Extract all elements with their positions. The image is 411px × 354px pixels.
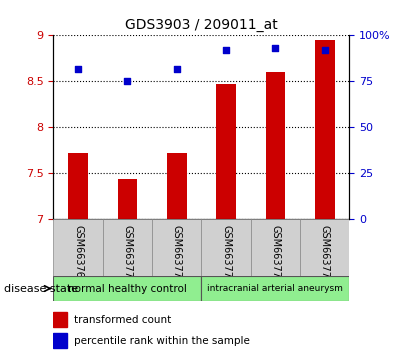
Bar (68, 153, 88, 219)
Text: GSM663769: GSM663769 (73, 225, 83, 284)
Bar (201, 276, 349, 301)
Bar (53, 312, 67, 327)
Bar (315, 40, 335, 219)
Point (75, 66, 81, 72)
Title: GDS3903 / 209011_at: GDS3903 / 209011_at (125, 18, 278, 32)
Text: percentile rank within the sample: percentile rank within the sample (74, 336, 250, 346)
Bar (103, 219, 152, 276)
Text: intracranial arterial aneurysm: intracranial arterial aneurysm (208, 284, 343, 293)
Text: normal healthy control: normal healthy control (68, 284, 187, 293)
Bar (53, 276, 201, 301)
Point (173, 66, 180, 72)
Text: GSM663771: GSM663771 (172, 225, 182, 284)
Text: GSM663770: GSM663770 (122, 225, 132, 284)
Point (124, 79, 131, 84)
Bar (251, 219, 300, 276)
Bar (300, 219, 349, 276)
Bar (53, 333, 67, 348)
Text: GSM663772: GSM663772 (221, 225, 231, 284)
Text: transformed count: transformed count (74, 315, 172, 325)
Point (272, 45, 279, 51)
Bar (152, 219, 201, 276)
Bar (266, 72, 285, 219)
Point (223, 47, 229, 53)
Text: disease state: disease state (4, 284, 78, 293)
Bar (216, 84, 236, 219)
Text: GSM663774: GSM663774 (320, 225, 330, 284)
Point (321, 47, 328, 53)
Bar (201, 219, 251, 276)
Bar (53, 219, 103, 276)
Bar (167, 153, 187, 219)
Text: GSM663773: GSM663773 (270, 225, 280, 284)
Bar (118, 179, 137, 219)
